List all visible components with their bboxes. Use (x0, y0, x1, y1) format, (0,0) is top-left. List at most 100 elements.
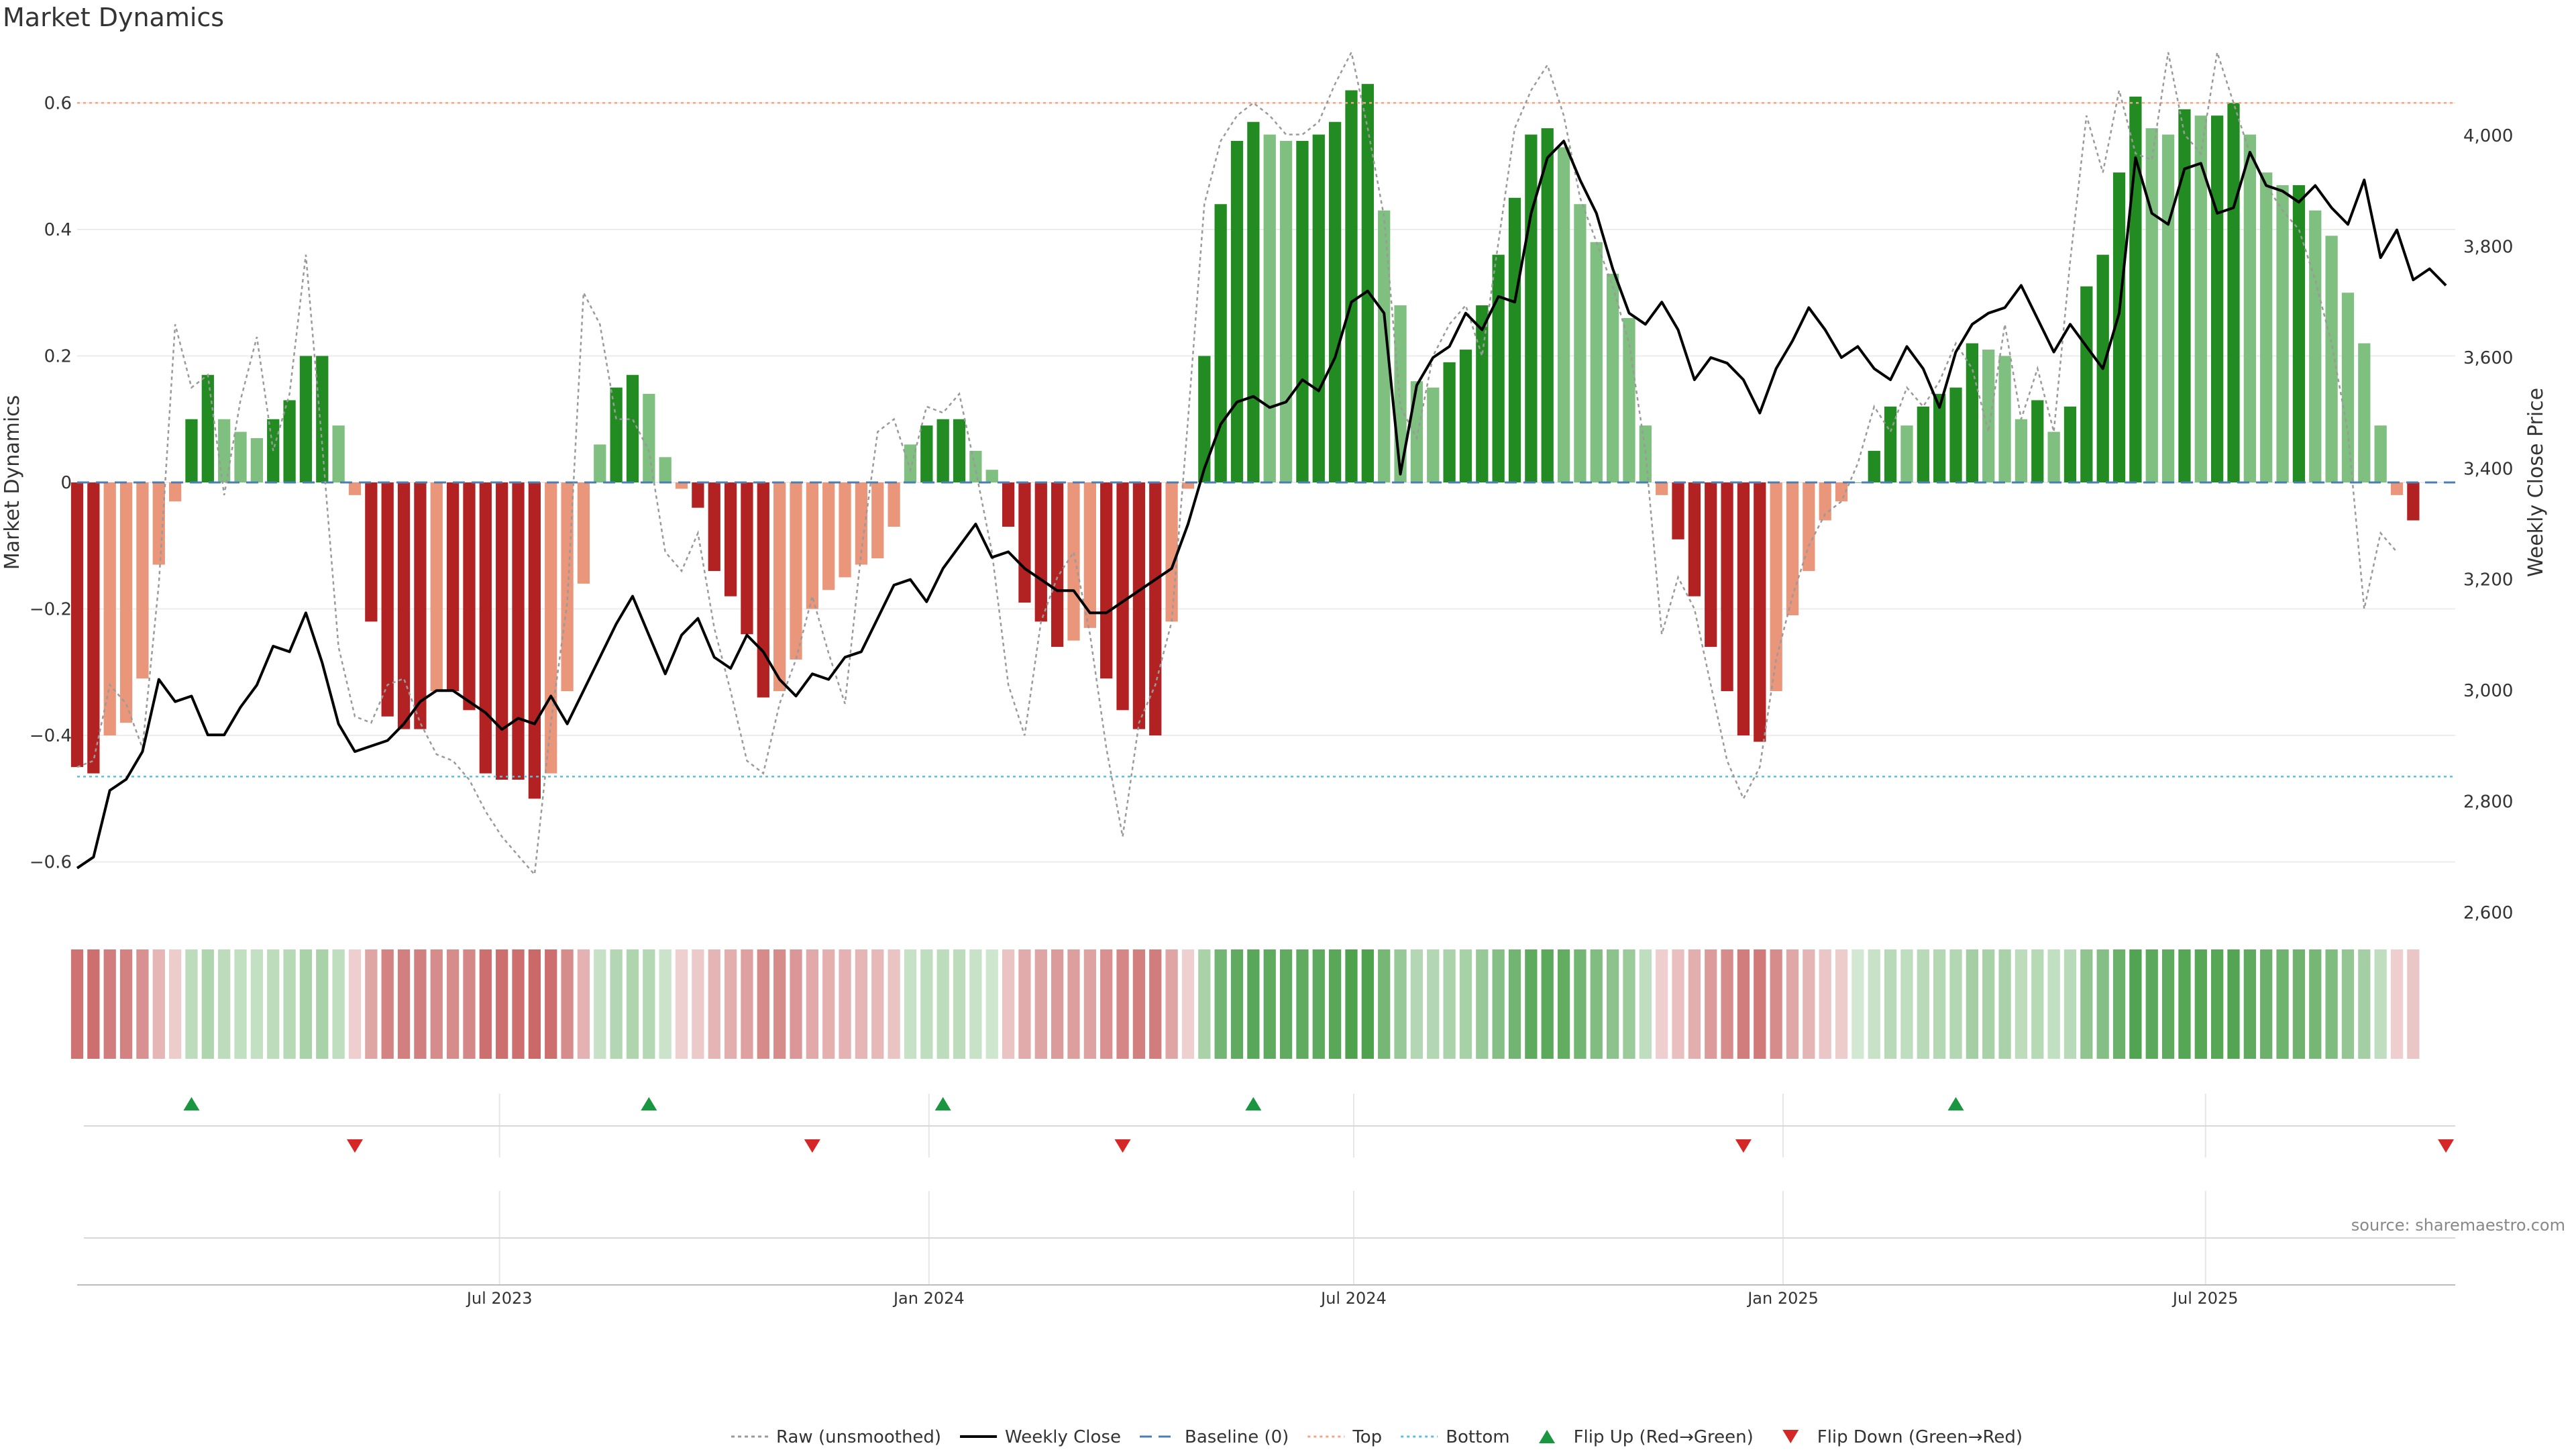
ytick-left-label: 0.6 (44, 93, 72, 113)
heat-cell (1574, 949, 1587, 1059)
heat-cell (1051, 949, 1064, 1059)
bar (332, 425, 345, 482)
heat-cell (2161, 949, 2175, 1059)
bar (185, 419, 198, 482)
bar (2276, 185, 2289, 482)
bar (2161, 134, 2175, 482)
bar (1312, 134, 1325, 482)
heat-cell (1917, 949, 1929, 1059)
bar (1917, 406, 1929, 482)
heat-cell (1688, 949, 1701, 1059)
bar (299, 356, 313, 482)
bar (1198, 356, 1211, 482)
legend-label-raw: Raw (unsmoothed) (776, 1427, 941, 1447)
ytick-left-label: −0.2 (30, 600, 72, 620)
bar (806, 482, 818, 609)
heat-cell (2358, 949, 2371, 1059)
heat-cell (1083, 949, 1096, 1059)
bar (1966, 343, 1978, 482)
bar (70, 482, 84, 768)
bar (936, 419, 949, 482)
bar (708, 482, 720, 571)
heat-cell (806, 949, 818, 1059)
bar (741, 482, 753, 635)
bar (2309, 210, 2322, 482)
heat-cell (234, 949, 247, 1059)
heat-cell (1541, 949, 1554, 1059)
heat-cell (1770, 949, 1782, 1059)
bar (1100, 482, 1113, 679)
heat-cell (1296, 949, 1309, 1059)
heat-cell (692, 949, 704, 1059)
heat-cell (218, 949, 231, 1059)
bar (790, 482, 802, 660)
legend-label-flip_down: Flip Down (Green→Red) (1817, 1427, 2023, 1447)
heat-cell (1345, 949, 1358, 1059)
ytick-right-label: 3,200 (2463, 570, 2513, 590)
bar (1754, 482, 1766, 742)
bar (348, 482, 362, 495)
bar (888, 482, 900, 527)
bar (1116, 482, 1129, 711)
heat-cell (985, 949, 998, 1059)
bar (610, 387, 623, 482)
heat-cell (1279, 949, 1293, 1059)
bar (2341, 293, 2355, 482)
bar (1263, 134, 1276, 482)
bar (1328, 121, 1342, 483)
bar (152, 482, 165, 565)
ytick-right-label: 4,000 (2463, 126, 2513, 146)
heat-cell (1476, 949, 1489, 1059)
heat-cell (1263, 949, 1276, 1059)
ytick-right-label: 3,000 (2463, 681, 2513, 701)
legend-label-flip_up: Flip Up (Red→Green) (1574, 1427, 1754, 1447)
bar (119, 482, 133, 723)
bar (2080, 286, 2093, 482)
bar (1851, 482, 1864, 483)
bar (2145, 128, 2158, 482)
ytick-left-label: 0 (60, 473, 72, 493)
heat-cell (1002, 949, 1015, 1059)
heat-cell (1100, 949, 1113, 1059)
flip-up-marker (1245, 1097, 1262, 1110)
bar (1672, 482, 1684, 539)
bar (2129, 96, 2142, 482)
heat-cell (741, 949, 753, 1059)
heat-cell (430, 949, 443, 1059)
heat-cell (1998, 949, 2011, 1059)
bar (1459, 350, 1472, 482)
heat-cell (610, 949, 623, 1059)
xtick-label: Jul 2023 (466, 1289, 533, 1308)
bar (1770, 482, 1782, 692)
bar (2211, 115, 2224, 482)
heat-cell (103, 949, 116, 1059)
ytick-right-label: 2,600 (2463, 903, 2513, 923)
xtick-label: Jul 2024 (1320, 1289, 1387, 1308)
heat-cell (1949, 949, 1962, 1059)
bar (1606, 273, 1619, 482)
flip-up-marker (934, 1097, 951, 1110)
ytick-left-label: −0.6 (30, 853, 72, 873)
bar (675, 482, 688, 489)
heat-cell (1018, 949, 1031, 1059)
bar (2292, 185, 2306, 482)
bar (2243, 134, 2256, 482)
bar (594, 444, 606, 482)
heat-cell (1328, 949, 1342, 1059)
heat-cell (757, 949, 769, 1059)
bar (87, 482, 100, 774)
heat-cell (1149, 949, 1162, 1059)
heat-cell (381, 949, 394, 1059)
heat-cell (561, 949, 574, 1059)
bar (1803, 482, 1815, 571)
legend-label-top: Top (1352, 1427, 1382, 1447)
heat-cell (2096, 949, 2109, 1059)
heat-cell (2292, 949, 2306, 1059)
bar (1443, 362, 1456, 482)
heat-cell (1067, 949, 1080, 1059)
xtick-label: Jan 2024 (892, 1289, 965, 1308)
heat-cell (953, 949, 966, 1059)
heat-cell (1933, 949, 1946, 1059)
bar (2031, 400, 2044, 482)
